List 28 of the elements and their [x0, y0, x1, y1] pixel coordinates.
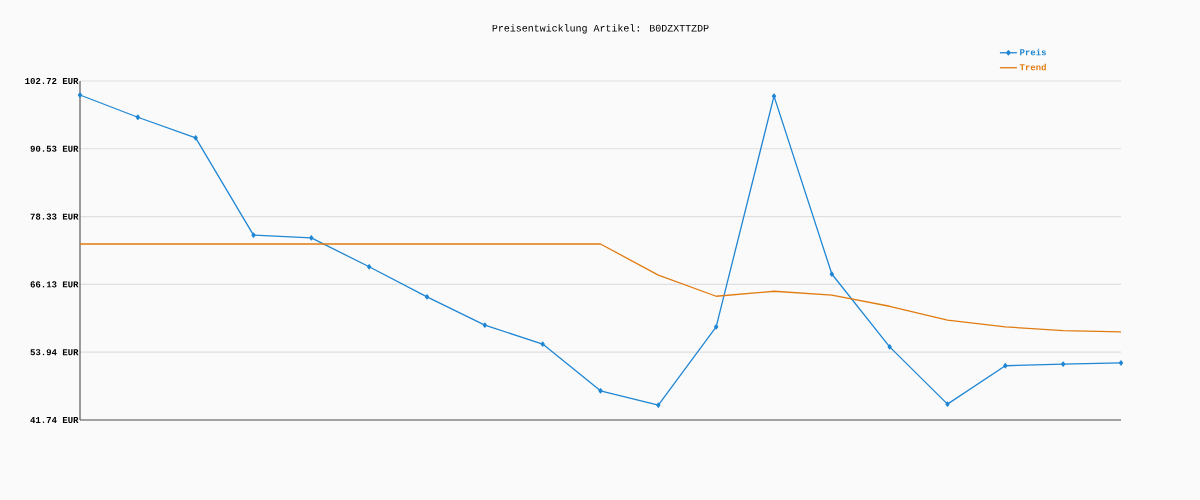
point	[251, 232, 256, 238]
point	[598, 388, 603, 394]
point	[1003, 363, 1008, 369]
point	[945, 401, 950, 407]
point	[135, 114, 140, 120]
point	[193, 135, 198, 141]
point	[1118, 360, 1124, 366]
point	[424, 294, 430, 300]
point	[714, 324, 719, 330]
y-tick-label: 90.53 EUR	[30, 145, 79, 152]
legend-label: Preis	[1020, 48, 1046, 56]
legend-label: Trend	[1019, 63, 1046, 71]
point	[367, 264, 372, 270]
point	[829, 271, 834, 277]
point	[1061, 361, 1066, 367]
y-tick-label: 102.72 EUR	[25, 77, 79, 85]
chart-title: Preisentwicklung Artikel: B0DZXTTZDP	[492, 24, 709, 34]
point	[77, 92, 83, 98]
point	[482, 322, 487, 328]
point	[309, 235, 314, 241]
point	[771, 93, 777, 99]
point	[540, 341, 545, 347]
point	[656, 402, 661, 408]
y-tick-label: 41.74 EUR	[30, 417, 79, 423]
y-tick-label: 53.94 EUR	[30, 349, 79, 356]
y-tick-label: 66.13 EUR	[30, 281, 79, 288]
y-tick-label: 78.33 EUR	[30, 213, 79, 220]
point	[887, 344, 892, 350]
